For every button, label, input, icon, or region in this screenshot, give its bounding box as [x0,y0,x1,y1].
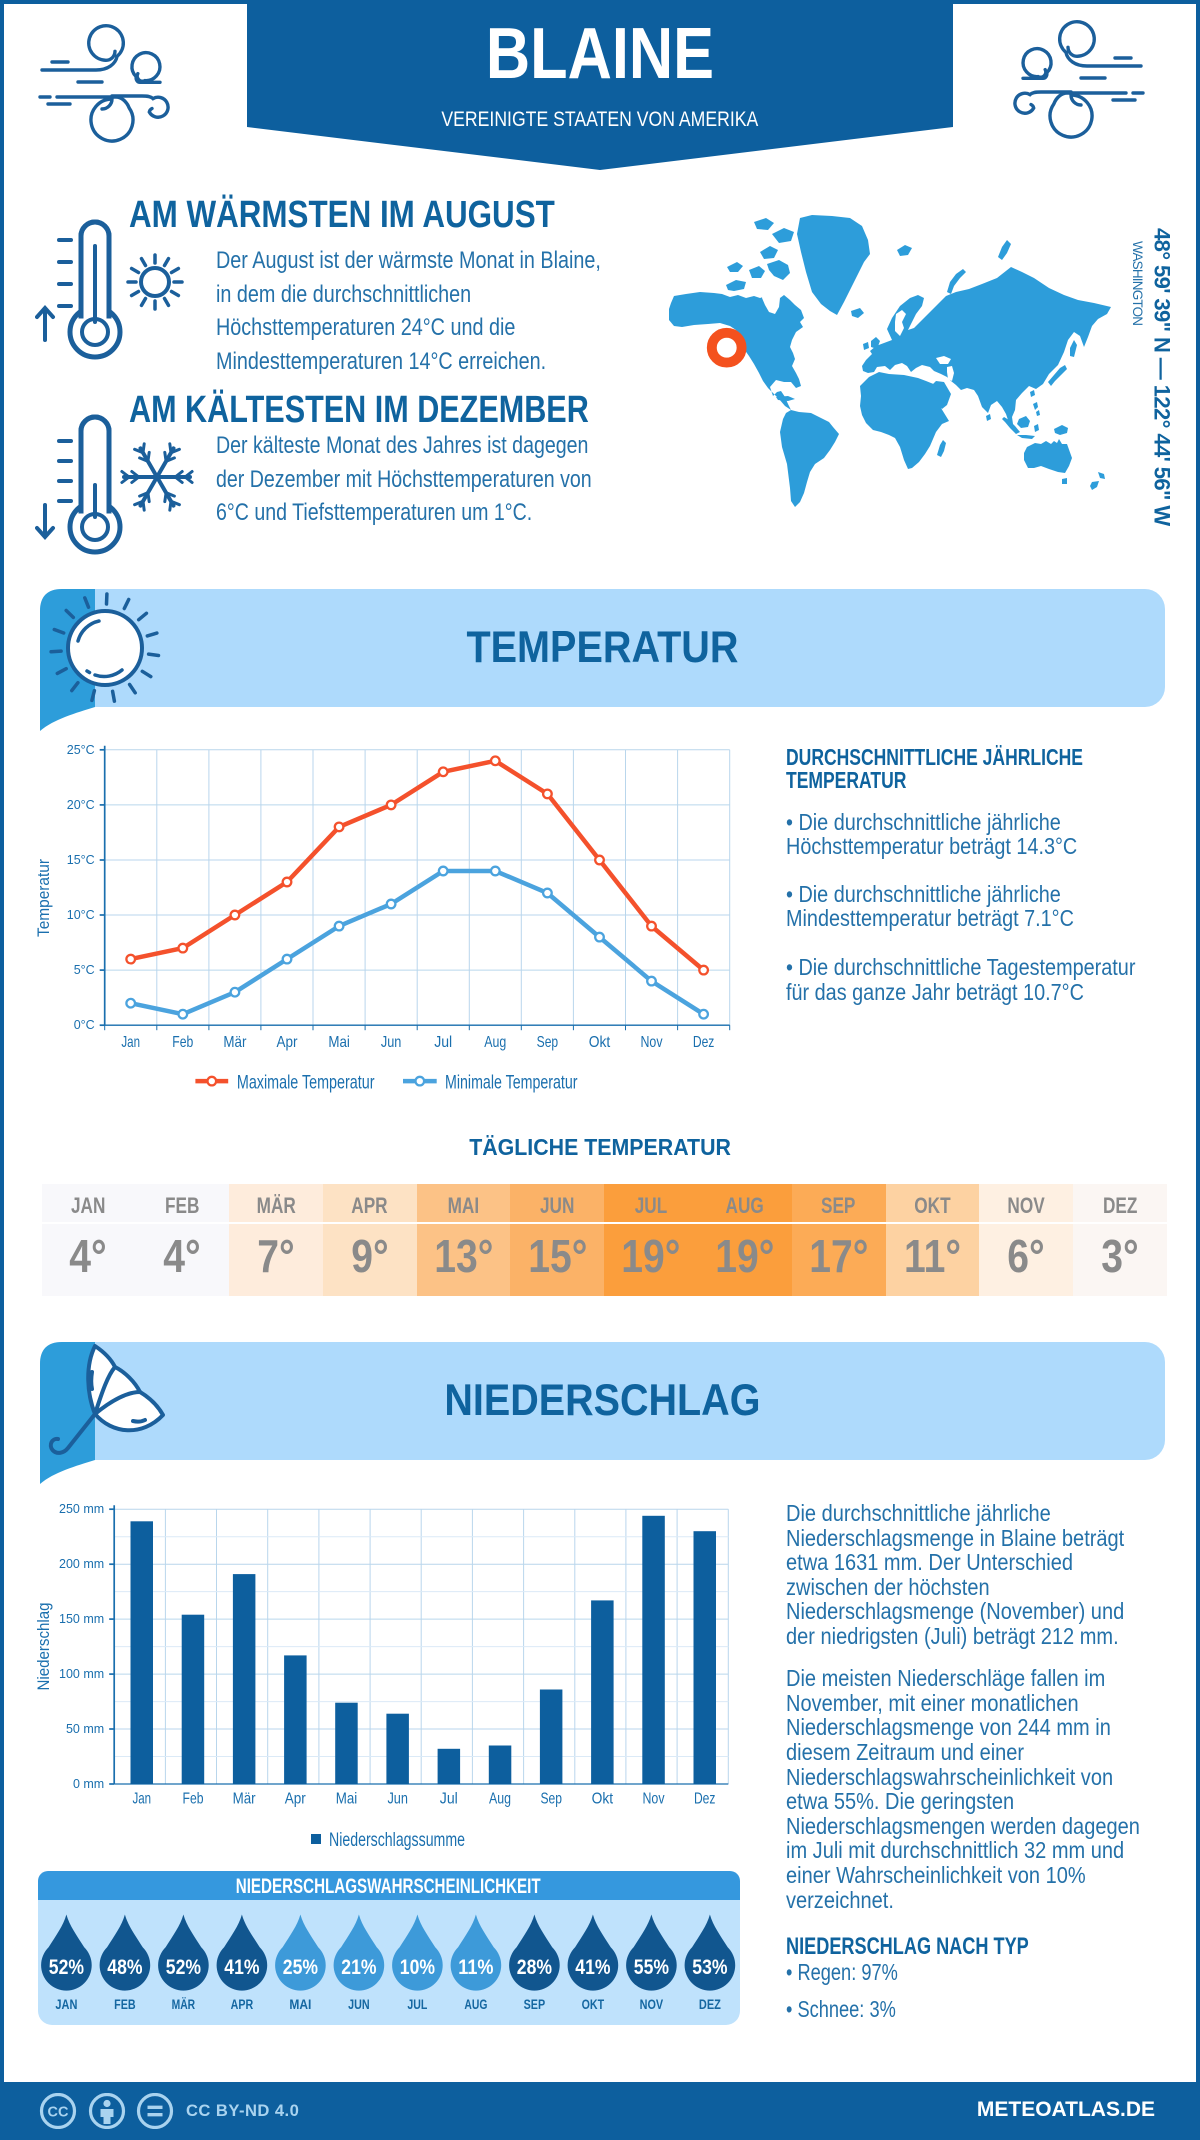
svg-text:0 mm: 0 mm [73,1777,104,1791]
svg-text:150 mm: 150 mm [59,1612,104,1626]
svg-text:Maximale Temperatur: Maximale Temperatur [237,1072,375,1094]
svg-text:Sep: Sep [537,1034,559,1051]
svg-text:Aug: Aug [484,1034,506,1051]
svg-text:Jun: Jun [387,1790,408,1807]
svg-text:Dez: Dez [693,1034,715,1051]
svg-text:48%: 48% [107,1955,142,1979]
svg-text:Dez: Dez [694,1790,716,1807]
svg-text:52%: 52% [49,1955,84,1979]
svg-text:Jun: Jun [381,1034,402,1051]
svg-text:53%: 53% [692,1955,727,1979]
svg-text:SEP: SEP [524,1996,546,2012]
svg-text:52%: 52% [166,1955,201,1979]
svg-text:FEB: FEB [114,1996,135,2012]
svg-text:CC: CC [48,2105,69,2121]
svg-text:100 mm: 100 mm [59,1667,104,1681]
svg-text:Mai: Mai [328,1034,350,1051]
svg-text:10°C: 10°C [67,908,95,922]
svg-text:Aug: Aug [489,1790,511,1807]
svg-text:Niederschlag: Niederschlag [34,1603,53,1691]
svg-text:28%: 28% [517,1955,552,1979]
svg-text:Jul: Jul [434,1034,452,1051]
svg-text:25°C: 25°C [67,743,95,757]
svg-text:50 mm: 50 mm [66,1722,104,1736]
svg-text:200 mm: 200 mm [59,1557,104,1571]
svg-text:25%: 25% [283,1955,318,1979]
svg-text:10%: 10% [400,1955,435,1979]
svg-text:Mär: Mär [233,1790,257,1807]
svg-text:0°C: 0°C [74,1018,95,1032]
svg-text:41%: 41% [224,1955,259,1979]
svg-text:AUG: AUG [464,1996,487,2012]
svg-text:Jan: Jan [133,1790,152,1807]
svg-text:APR: APR [231,1996,254,2012]
svg-text:Nov: Nov [641,1034,663,1051]
svg-text:11%: 11% [458,1955,493,1979]
svg-text:Okt: Okt [592,1790,614,1807]
svg-text:21%: 21% [341,1955,376,1979]
svg-text:Nov: Nov [643,1790,665,1807]
svg-text:55%: 55% [634,1955,669,1979]
svg-text:DEZ: DEZ [699,1996,721,2012]
svg-text:Jan: Jan [121,1034,140,1051]
svg-text:MÄR: MÄR [172,1996,196,2012]
svg-text:5°C: 5°C [74,963,95,977]
svg-text:Minimale Temperatur: Minimale Temperatur [445,1072,578,1094]
svg-text:Feb: Feb [172,1034,193,1051]
svg-text:Mai: Mai [336,1790,358,1807]
svg-text:MAI: MAI [289,1996,311,2012]
svg-text:JUL: JUL [407,1996,427,2012]
svg-text:Apr: Apr [277,1034,299,1051]
svg-text:250 mm: 250 mm [59,1502,104,1516]
svg-text:Okt: Okt [589,1034,611,1051]
svg-text:41%: 41% [575,1955,610,1979]
svg-text:Jul: Jul [440,1790,458,1807]
svg-text:Apr: Apr [285,1790,307,1807]
svg-text:Niederschlagssumme: Niederschlagssumme [329,1829,465,1851]
svg-text:Temperatur: Temperatur [34,859,53,937]
svg-text:20°C: 20°C [67,798,95,812]
svg-text:15°C: 15°C [67,853,95,867]
svg-text:Mär: Mär [223,1034,247,1051]
svg-text:NOV: NOV [640,1996,664,2012]
svg-text:OKT: OKT [582,1996,605,2012]
svg-text:JAN: JAN [55,1996,77,2012]
svg-text:Sep: Sep [540,1790,562,1807]
svg-text:Feb: Feb [183,1790,204,1807]
svg-text:JUN: JUN [348,1996,370,2012]
